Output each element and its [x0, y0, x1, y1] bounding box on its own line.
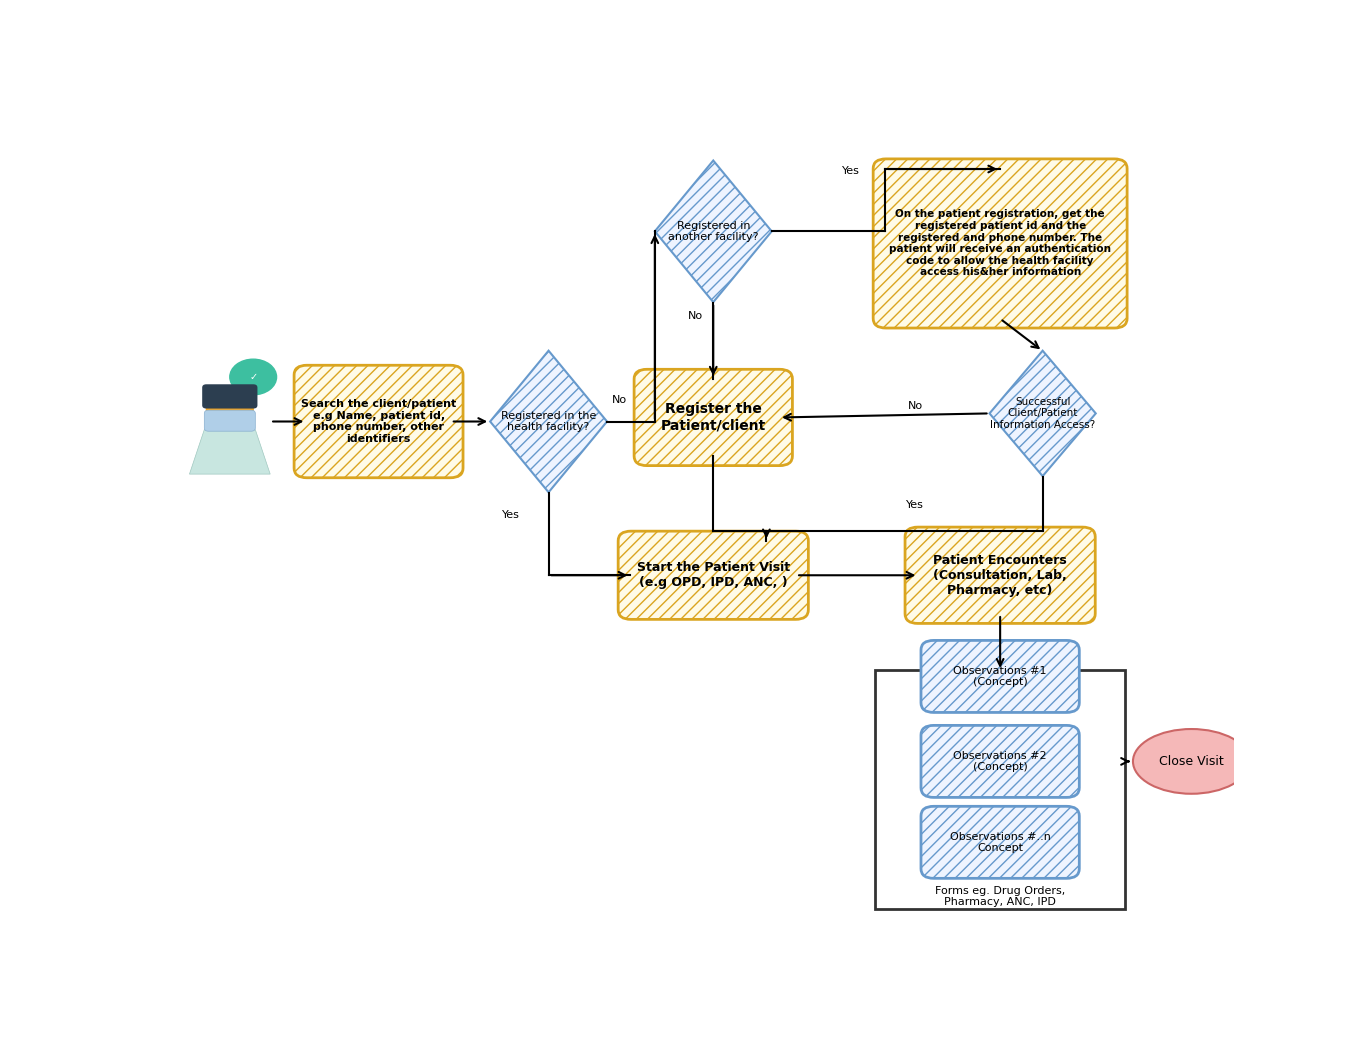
FancyBboxPatch shape [873, 159, 1127, 328]
Text: Observations #2
(Concept): Observations #2 (Concept) [953, 750, 1047, 772]
Polygon shape [990, 351, 1095, 476]
Bar [875, 671, 1126, 909]
Text: Register the
Patient/client: Register the Patient/client [661, 403, 766, 433]
FancyBboxPatch shape [202, 385, 258, 409]
Circle shape [207, 392, 254, 427]
Text: On the patient registration, get the
registered patient id and the
registered an: On the patient registration, get the reg… [890, 209, 1111, 277]
FancyBboxPatch shape [905, 528, 1095, 623]
Text: Observations #1
(Concept): Observations #1 (Concept) [953, 665, 1047, 687]
Text: Start the Patient Visit
(e.g OPD, IPD, ANC, ): Start the Patient Visit (e.g OPD, IPD, A… [636, 561, 790, 590]
Text: No: No [908, 401, 923, 411]
Ellipse shape [1132, 729, 1250, 794]
Text: Search the client/patient
e.g Name, patient id,
phone number, other
identifiers: Search the client/patient e.g Name, pati… [302, 399, 457, 444]
Polygon shape [189, 430, 270, 474]
Text: Registered in the
health facility?: Registered in the health facility? [500, 411, 596, 432]
Text: Registered in
another facility?: Registered in another facility? [668, 221, 758, 242]
FancyBboxPatch shape [618, 531, 809, 619]
Text: Successful
Client/Patient
Information Access?: Successful Client/Patient Information Ac… [990, 397, 1095, 430]
Text: Patient Encounters
(Consultation, Lab,
Pharmacy, etc): Patient Encounters (Consultation, Lab, P… [934, 554, 1067, 597]
Text: Observations #..n
Concept: Observations #..n Concept [950, 831, 1050, 853]
Text: Yes: Yes [842, 166, 861, 176]
FancyBboxPatch shape [921, 640, 1079, 713]
Text: Forms eg. Drug Orders,
Pharmacy, ANC, IPD: Forms eg. Drug Orders, Pharmacy, ANC, IP… [935, 886, 1065, 907]
Text: No: No [613, 395, 628, 405]
Polygon shape [491, 351, 607, 492]
FancyBboxPatch shape [921, 725, 1079, 798]
Circle shape [230, 359, 277, 395]
FancyBboxPatch shape [921, 806, 1079, 879]
FancyBboxPatch shape [204, 410, 255, 431]
Text: No: No [688, 311, 703, 322]
FancyBboxPatch shape [635, 369, 792, 466]
FancyBboxPatch shape [295, 366, 463, 478]
Text: Yes: Yes [906, 500, 924, 510]
Text: ✓: ✓ [250, 372, 258, 382]
Polygon shape [655, 161, 772, 302]
Text: Close Visit: Close Visit [1158, 755, 1224, 768]
Text: Yes: Yes [502, 510, 521, 519]
